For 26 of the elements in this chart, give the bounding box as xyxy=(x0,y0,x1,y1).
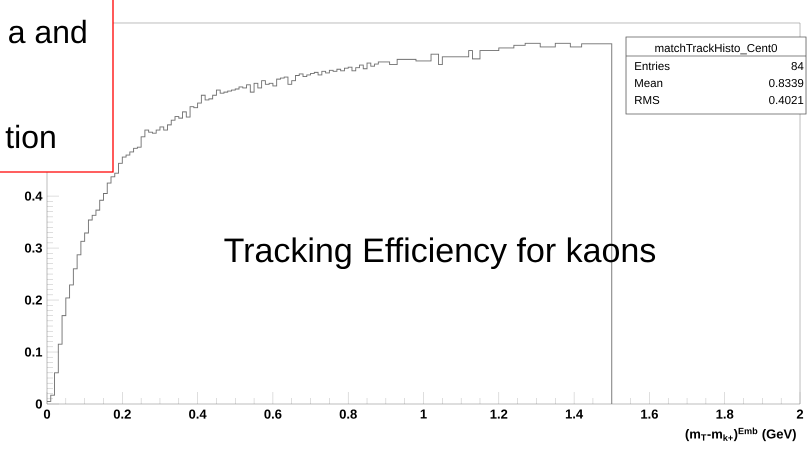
y-tick-label: 0.2 xyxy=(24,295,42,305)
x-tick-label: 1.8 xyxy=(716,410,734,419)
annotation: Entries xyxy=(635,62,670,70)
x-axis-title: (m$_{T}$-m$_{k+}$)$^{Emb}$ (GeV) xyxy=(686,428,796,442)
x-tick-label: 0 xyxy=(44,410,50,419)
x-tick-label: 1 xyxy=(420,410,427,418)
annotation: 0.8339 xyxy=(769,78,804,88)
y-tick-label: 0.4 xyxy=(24,191,42,201)
annotation: tion xyxy=(6,124,55,148)
x-tick-label: 0.6 xyxy=(264,410,282,419)
x-tick-label: 1.6 xyxy=(641,410,658,419)
annotation: a and xyxy=(9,20,86,44)
annotation: matchTrackHisto_Cent0 xyxy=(655,44,778,54)
x-tick-label: 0.2 xyxy=(114,410,131,419)
x-tick-label: 0.4 xyxy=(189,410,207,419)
x-tick-label: 1.2 xyxy=(490,410,508,419)
annotation: RMS xyxy=(635,96,660,104)
y-tick-label: 0 xyxy=(36,399,42,409)
y-tick-label: 0.3 xyxy=(24,243,42,253)
x-tick-label: 2 xyxy=(796,410,804,419)
x-tick-label: 1.4 xyxy=(566,410,584,418)
y-tick-label: 0.1 xyxy=(24,347,42,357)
annotation: 84 xyxy=(792,62,804,70)
x-tick-label: 0.8 xyxy=(340,410,357,419)
annotation: Mean xyxy=(635,79,662,88)
annotation: 0.4021 xyxy=(769,96,804,104)
